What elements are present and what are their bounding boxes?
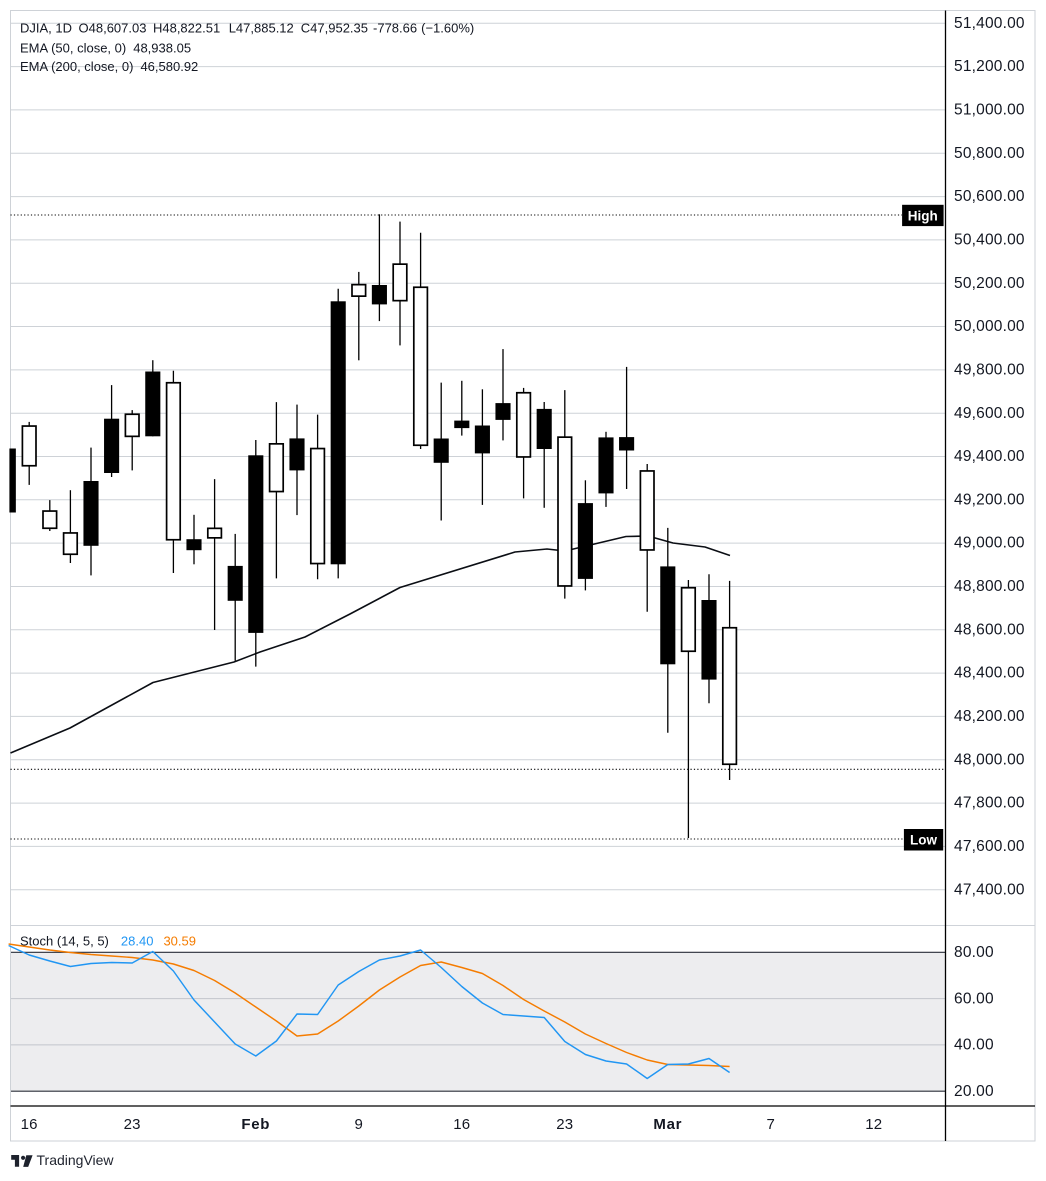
svg-text:47,800.00: 47,800.00 [954,795,1025,812]
svg-text:49,800.00: 49,800.00 [954,362,1025,379]
svg-text:49,400.00: 49,400.00 [954,448,1025,465]
svg-text:7: 7 [767,1116,776,1133]
svg-text:51,200.00: 51,200.00 [954,58,1025,75]
svg-text:20.00: 20.00 [954,1083,994,1100]
svg-text:23: 23 [556,1116,573,1133]
svg-text:40.00: 40.00 [954,1037,994,1054]
svg-text:49,600.00: 49,600.00 [954,405,1025,422]
svg-text:16: 16 [453,1116,470,1133]
svg-text:Low: Low [910,833,937,848]
svg-text:TradingView: TradingView [37,1152,115,1168]
svg-text:51,400.00: 51,400.00 [954,15,1025,32]
svg-text:48,000.00: 48,000.00 [954,751,1025,768]
svg-text:49,200.00: 49,200.00 [954,491,1025,508]
svg-text:23: 23 [124,1116,141,1133]
svg-text:47,600.00: 47,600.00 [954,838,1025,855]
svg-text:Mar: Mar [653,1116,682,1133]
svg-text:Feb: Feb [241,1116,270,1133]
svg-text:50,200.00: 50,200.00 [954,275,1025,292]
svg-text:EMA (50, close, 0)48,938.05: EMA (50, close, 0) 48,938.05 [20,41,191,56]
svg-text:12: 12 [865,1116,882,1133]
svg-text:48,200.00: 48,200.00 [954,708,1025,725]
svg-text:50,800.00: 50,800.00 [954,145,1025,162]
svg-text:EMA (200, close, 0)46,580.92: EMA (200, close, 0) 46,580.92 [20,59,198,74]
svg-text:80.00: 80.00 [954,944,994,961]
svg-text:48,800.00: 48,800.00 [954,578,1025,595]
svg-text:48,400.00: 48,400.00 [954,665,1025,682]
svg-text:50,000.00: 50,000.00 [954,318,1025,335]
svg-text:50,600.00: 50,600.00 [954,188,1025,205]
svg-text:50,400.00: 50,400.00 [954,232,1025,249]
svg-text:16: 16 [21,1116,38,1133]
svg-text:High: High [908,208,938,223]
svg-text:9: 9 [355,1116,364,1133]
svg-text:49,000.00: 49,000.00 [954,535,1025,552]
svg-text:48,600.00: 48,600.00 [954,621,1025,638]
svg-text:51,000.00: 51,000.00 [954,102,1025,119]
svg-text:60.00: 60.00 [954,990,994,1007]
svg-text:47,400.00: 47,400.00 [954,881,1025,898]
